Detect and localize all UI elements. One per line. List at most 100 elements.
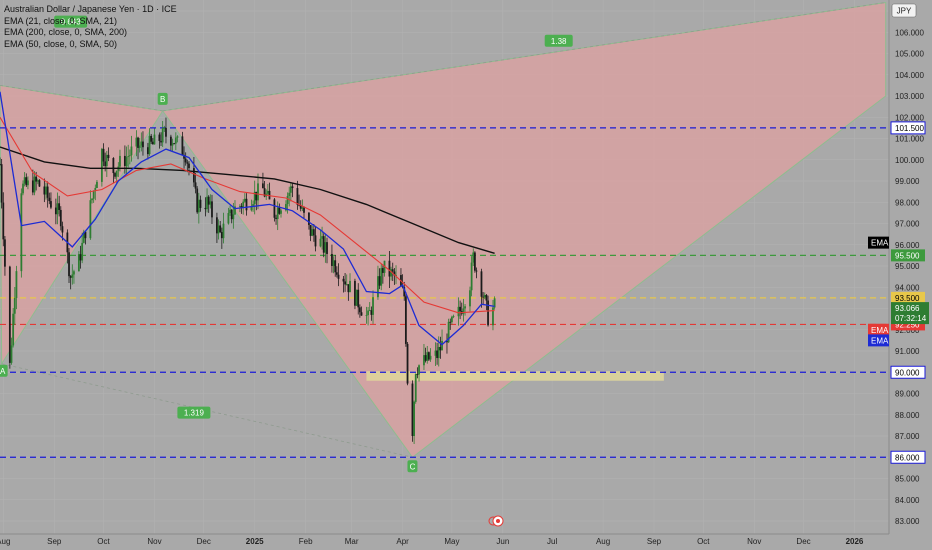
price-tick-label: 87.000 — [895, 432, 920, 441]
countdown-tag: 07:32:14 — [895, 314, 927, 323]
symbol-title[interactable]: Australian Dollar / Japanese Yen · 1D · … — [4, 4, 177, 14]
time-tick-label: May — [444, 537, 459, 546]
candle-down — [68, 252, 70, 277]
last-price-tag: 93.066 — [895, 304, 920, 313]
ema200-tag-bg — [868, 236, 889, 249]
candle-down — [160, 140, 162, 143]
candle-up — [426, 352, 429, 361]
time-tick-label: Dec — [796, 537, 810, 546]
candle-up — [71, 274, 74, 278]
time-tick-label: Dec — [197, 537, 211, 546]
time-tick-label: Sep — [647, 537, 662, 546]
candle-up — [176, 136, 179, 138]
candle-down — [334, 260, 337, 273]
candle-down — [58, 203, 61, 210]
candle-up — [280, 210, 282, 214]
candle-up — [257, 183, 259, 201]
candle-down — [4, 239, 6, 267]
price-tick-label: 85.000 — [895, 475, 920, 484]
point-c-label-bg — [407, 460, 418, 473]
candle-up — [483, 294, 486, 298]
time-tick-label: 2025 — [246, 537, 264, 546]
candle-up — [250, 206, 253, 211]
candle-down — [150, 135, 153, 142]
candle-up — [288, 192, 291, 197]
candle-up — [234, 206, 236, 215]
candle-down — [393, 271, 396, 276]
candle-up — [91, 198, 93, 201]
candle-up — [395, 275, 397, 276]
chart-legend: Australian Dollar / Japanese Yen · 1D · … — [4, 4, 177, 50]
candle-up — [266, 190, 269, 194]
candle-up — [469, 290, 471, 307]
candle-up — [462, 308, 465, 314]
candle-up — [209, 201, 212, 205]
candle-down — [48, 197, 51, 202]
price-tick-label: 106.000 — [895, 28, 924, 37]
candle-down — [146, 147, 149, 155]
candle-down — [35, 176, 38, 182]
price-axis[interactable]: 83.000 84.000 85.000 86.000 87.000 88.000 89.0… — [888, 0, 932, 550]
candle-down — [474, 252, 476, 271]
ratio-label-bg — [177, 406, 211, 419]
candle-up — [45, 186, 47, 195]
level-tag-bg — [890, 121, 926, 135]
candle-up — [10, 345, 13, 363]
candle-down — [54, 207, 57, 215]
candle-up — [242, 201, 245, 208]
candle-down — [416, 374, 419, 375]
support-zone — [366, 371, 664, 381]
candle-up — [56, 203, 59, 215]
price-tick-label: 105.000 — [895, 50, 924, 59]
candle-up — [127, 156, 130, 158]
candle-up — [493, 298, 496, 308]
candle-down — [38, 180, 41, 187]
candle-down — [79, 254, 82, 261]
candle-down — [165, 127, 167, 137]
ema21-legend[interactable]: EMA (21, close, 0, SMA, 21) — [4, 15, 118, 26]
time-tick-label: Oct — [697, 537, 710, 546]
candle-down — [278, 207, 281, 214]
candle-up — [227, 212, 230, 224]
candle-up — [345, 284, 348, 286]
candle-down — [188, 163, 190, 169]
candle-up — [33, 176, 36, 193]
candle-up — [355, 289, 358, 306]
candle-down — [69, 276, 72, 278]
candle-up — [372, 297, 374, 315]
level-tag: 92.250 — [895, 320, 920, 329]
candle-down — [309, 224, 312, 236]
candle-up — [285, 204, 287, 211]
pattern-bd-line — [162, 2, 886, 112]
candle-down — [230, 209, 233, 220]
candle-down — [240, 205, 243, 208]
candle-down — [335, 272, 338, 275]
price-tick-label: 83.000 — [895, 517, 920, 526]
candle-down — [2, 202, 5, 240]
candle-up — [81, 242, 84, 261]
candle-up — [22, 183, 24, 194]
candle-down — [314, 235, 317, 247]
ema50-legend[interactable]: EMA (50, close, 0, SMA, 50) — [4, 38, 118, 49]
time-axis[interactable]: Aug Sep Oct Nov Dec 2025 Feb Mar Apr May Jun Jul Aug… — [0, 515, 932, 550]
time-tick-label: Nov — [747, 537, 761, 546]
candle-down — [43, 186, 46, 195]
ema200-legend[interactable]: EMA (200, close, 0, SMA, 200) — [4, 27, 128, 37]
price-tick-label: 95.000 — [895, 262, 920, 271]
candle-down — [8, 266, 11, 363]
candle-up — [27, 180, 29, 186]
price-tick-label: 104.000 — [895, 71, 924, 80]
candle-up — [171, 143, 174, 146]
candle-down — [275, 217, 277, 220]
candle-down — [199, 199, 202, 208]
candle-down — [446, 340, 448, 343]
candle-up — [365, 315, 368, 316]
candle-up — [452, 316, 455, 318]
candle-down — [268, 190, 271, 200]
candle-down — [137, 137, 139, 148]
price-axis-bg — [889, 0, 932, 550]
candle-up — [450, 316, 453, 323]
candle-down — [480, 271, 483, 297]
point-c-label: C — [410, 462, 416, 471]
